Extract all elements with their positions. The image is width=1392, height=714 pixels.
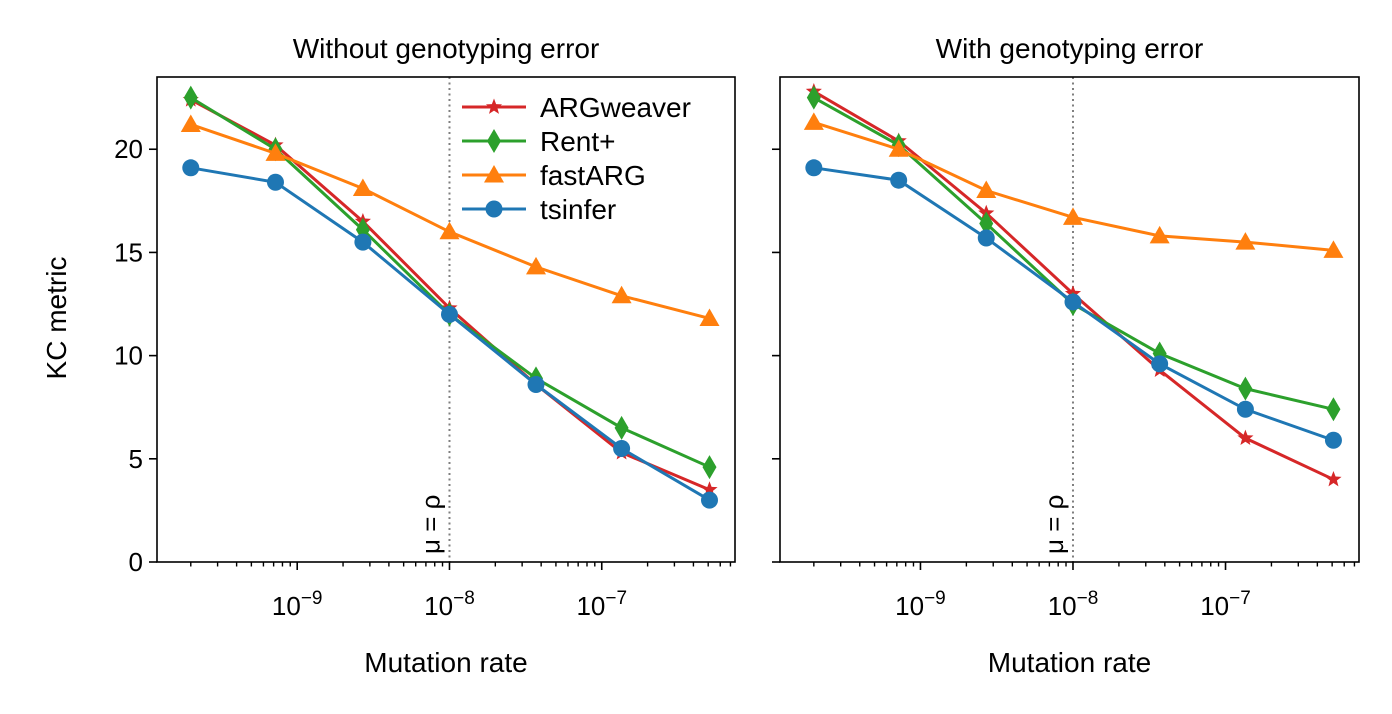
mu-equals-rho-label: μ = ρ xyxy=(1039,495,1069,554)
y-tick-label: 15 xyxy=(114,237,143,267)
legend-marker xyxy=(484,165,504,183)
data-point xyxy=(182,159,200,177)
data-point xyxy=(702,455,717,480)
data-point xyxy=(699,308,720,326)
y-tick-label: 10 xyxy=(114,341,143,371)
data-point xyxy=(1238,376,1253,401)
data-point xyxy=(440,305,458,323)
data-point xyxy=(1326,397,1341,422)
legend-marker xyxy=(485,98,503,114)
x-axis-label: Mutation rate xyxy=(988,647,1151,678)
data-point xyxy=(266,173,284,191)
data-point xyxy=(1236,400,1254,418)
data-point xyxy=(1325,470,1342,487)
data-point xyxy=(976,180,997,199)
data-point xyxy=(806,85,821,110)
legend-label: tsinfer xyxy=(540,194,616,225)
data-point xyxy=(1062,207,1083,225)
data-point xyxy=(439,221,460,240)
data-point xyxy=(701,481,718,497)
series-fastarg xyxy=(180,114,720,326)
x-tick-label: 10−8 xyxy=(1048,588,1099,621)
mu-equals-rho-label: μ = ρ xyxy=(415,495,445,554)
data-point xyxy=(354,233,372,251)
plot-frame xyxy=(779,76,1360,563)
data-point xyxy=(265,143,286,161)
data-point xyxy=(890,171,908,189)
series-tsinfer xyxy=(182,159,718,509)
data-point xyxy=(614,415,629,440)
legend-marker xyxy=(487,129,501,153)
x-tick-label: 10−8 xyxy=(424,588,475,621)
data-point xyxy=(1237,429,1254,446)
y-tick-label: 0 xyxy=(129,547,143,577)
data-point xyxy=(526,256,547,275)
y-axis-label: KC metric xyxy=(41,257,72,380)
data-point xyxy=(977,229,995,247)
data-point xyxy=(611,285,632,304)
chart-panel-1: Without genotyping error Mutation rate 10−… xyxy=(114,33,736,678)
data-point xyxy=(1235,232,1256,250)
legend-label: Rent+ xyxy=(540,126,616,157)
chart-panel-2: With genotyping error Mutation rate 10−9 10… xyxy=(772,33,1360,678)
data-point xyxy=(888,139,909,157)
legend-entry-rent: Rent+ xyxy=(462,126,616,157)
y-tick-label: 20 xyxy=(114,134,143,164)
panel-title: With genotyping error xyxy=(936,33,1204,64)
panel-title: Without genotyping error xyxy=(293,33,600,64)
data-point xyxy=(1324,431,1342,449)
series-tsinfer xyxy=(805,159,1342,449)
data-point xyxy=(183,85,198,110)
legend-entry-fastarg: fastARG xyxy=(462,160,646,191)
plot-frame xyxy=(156,76,736,563)
x-tick-label: 10−7 xyxy=(1200,588,1251,621)
data-point xyxy=(1323,240,1344,258)
data-point xyxy=(180,114,201,132)
legend-entry-tsinfer: tsinfer xyxy=(462,194,616,225)
data-point xyxy=(979,211,994,236)
data-point xyxy=(1149,225,1170,244)
x-axis-label: Mutation rate xyxy=(364,647,527,678)
data-point xyxy=(1151,355,1169,373)
data-point xyxy=(1064,293,1082,311)
data-point xyxy=(803,112,824,130)
y-tick-label: 5 xyxy=(129,444,143,474)
legend-marker xyxy=(485,200,503,218)
x-tick-label: 10−9 xyxy=(272,588,323,621)
legend-label: ARGweaver xyxy=(540,92,691,123)
x-tick-label: 10−9 xyxy=(895,588,946,621)
x-tick-label: 10−7 xyxy=(576,588,627,621)
data-point xyxy=(700,491,718,509)
legend-entry-argweaver: ARGweaver xyxy=(462,92,691,123)
chart-panels: Without genotyping error Mutation rate 10−… xyxy=(114,33,1360,678)
data-point xyxy=(352,178,373,196)
data-point xyxy=(613,439,631,457)
series-fastarg xyxy=(803,112,1344,258)
data-point xyxy=(805,159,823,177)
series-line xyxy=(190,166,711,502)
legend-label: fastARG xyxy=(540,160,646,191)
data-point xyxy=(527,376,545,394)
